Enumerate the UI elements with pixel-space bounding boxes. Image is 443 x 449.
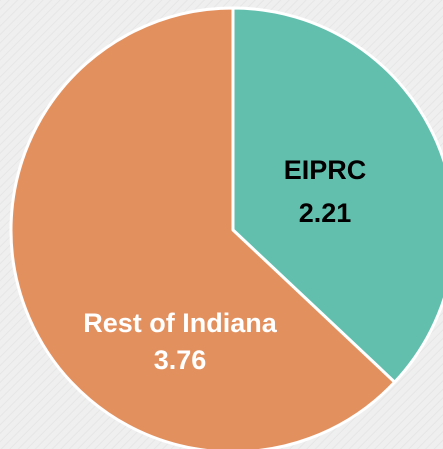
slice-label: Rest of Indiana — [83, 308, 278, 338]
pie-slice — [231, 6, 443, 384]
pie-slice — [9, 6, 397, 449]
slice-value: 2.21 — [299, 198, 352, 228]
pie — [9, 6, 443, 449]
slice-label: EIPRC — [284, 155, 367, 185]
labels: EIPRC 2.21 Rest of Indiana 3.76 — [83, 155, 366, 375]
slice-value: 3.76 — [154, 345, 207, 375]
